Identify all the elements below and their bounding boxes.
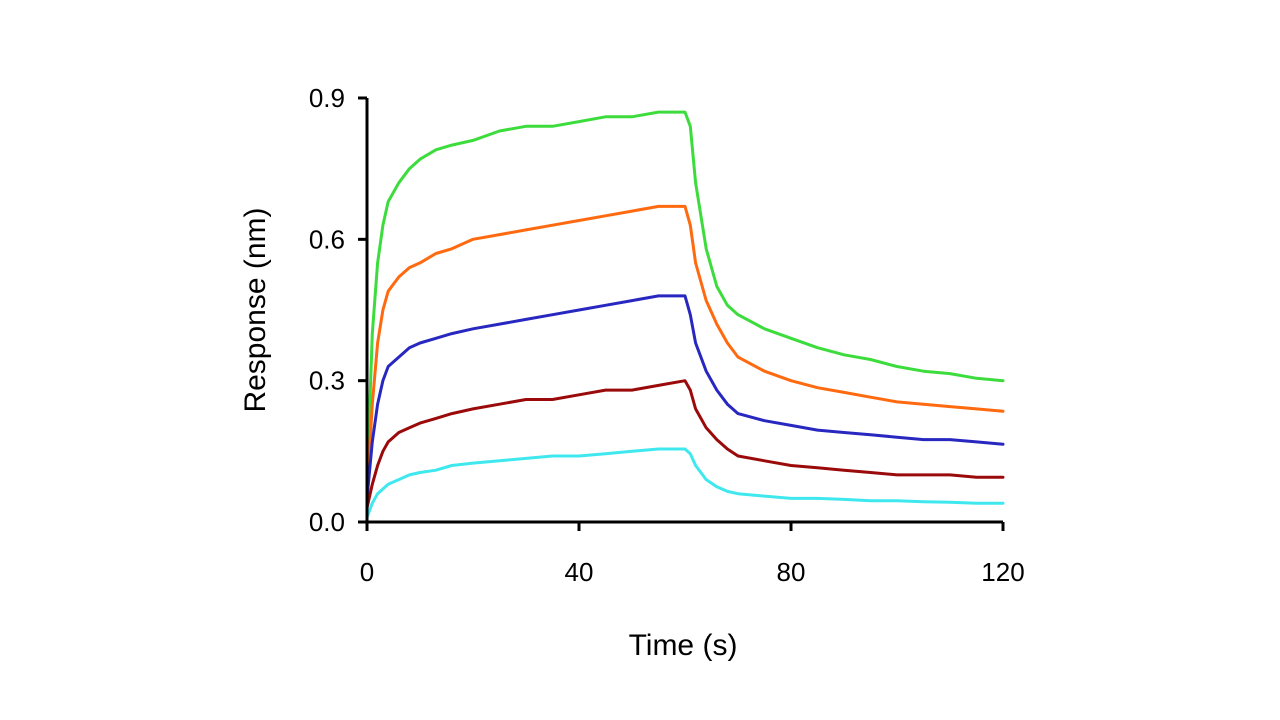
series-line-5: [365, 447, 1005, 519]
x-tick-label: 0: [360, 557, 374, 587]
series-layer: [365, 110, 1005, 519]
y-axis-ticks: 0.0 0.3 0.6 0.9: [309, 83, 367, 537]
x-tick-label: 80: [777, 557, 806, 587]
series-line-3: [365, 294, 1005, 500]
x-tick-label: 40: [565, 557, 594, 587]
y-axis-title: Response (nm): [239, 207, 272, 412]
series-line-1: [365, 110, 1005, 486]
x-axis-title: Time (s): [629, 629, 738, 662]
y-tick-label: 0.3: [309, 366, 345, 396]
x-tick-label: 120: [981, 557, 1024, 587]
axes: [365, 98, 1003, 524]
y-tick-label: 0.0: [309, 507, 345, 537]
series-line-4: [365, 379, 1005, 510]
series-line-2: [365, 204, 1005, 496]
y-tick-label: 0.6: [309, 224, 345, 254]
x-axis-ticks: 0 40 80 120: [360, 522, 1025, 587]
y-tick-label: 0.9: [309, 83, 345, 113]
